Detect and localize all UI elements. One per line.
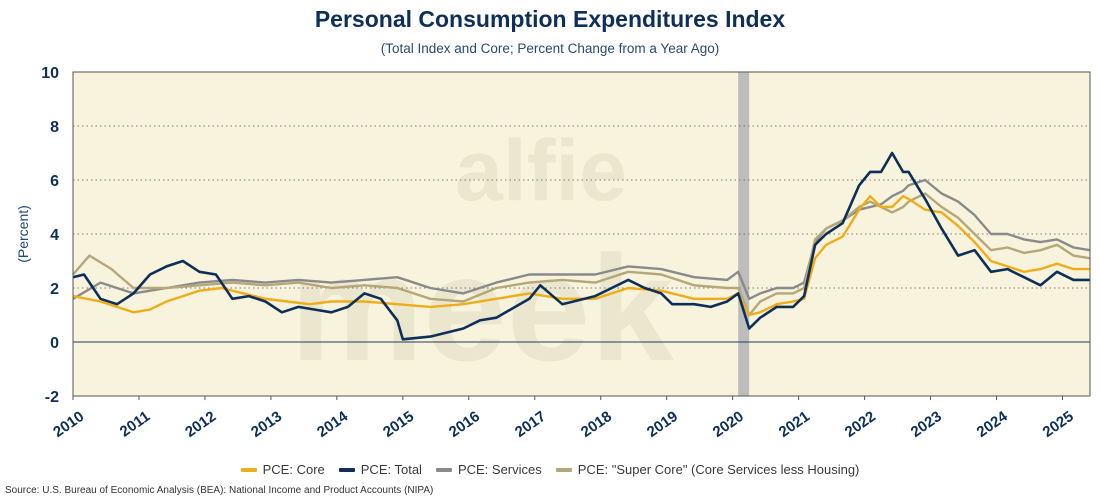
series-lines xyxy=(72,151,1091,341)
x-tick-label: 2016 xyxy=(446,408,483,441)
x-tick-label: 2017 xyxy=(512,408,549,441)
x-tick-label: 2020 xyxy=(710,408,747,441)
x-tick-label: 2010 xyxy=(50,408,87,441)
x-tick-label: 2019 xyxy=(644,408,681,441)
source-note: Source: U.S. Bureau of Economic Analysis… xyxy=(5,485,434,496)
y-tick-label: 0 xyxy=(50,335,59,352)
y-tick-label: 6 xyxy=(50,173,59,190)
plot-area-border xyxy=(72,71,1091,397)
legend: PCE: Core PCE: Total PCE: Services PCE: "Su… xyxy=(0,462,1100,477)
legend-label: PCE: "Super Core" (Core Services less Ho… xyxy=(577,462,860,477)
series-line-pce-total xyxy=(72,151,1090,341)
x-tick-label: 2015 xyxy=(380,408,417,441)
x-axis-ticks: 2010 2011 2012 2013 2014 2015 2016 2017 2018 2019… xyxy=(50,396,1077,441)
legend-item: PCE: Core xyxy=(240,462,325,477)
legend-item: PCE: Total xyxy=(338,462,422,477)
x-tick-label: 2022 xyxy=(842,408,879,441)
grid-lines xyxy=(73,125,1090,343)
x-tick-label: 2023 xyxy=(908,408,945,441)
legend-swatch xyxy=(240,467,257,472)
x-tick-label: 2014 xyxy=(314,408,352,441)
y-tick-label: 8 xyxy=(50,119,59,136)
x-tick-label: 2025 xyxy=(1040,408,1077,441)
x-tick-label: 2011 xyxy=(117,408,153,441)
x-tick-label: 2018 xyxy=(578,408,615,441)
watermark-word: alfie xyxy=(455,123,627,219)
legend-label: PCE: Core xyxy=(262,462,325,477)
y-tick-label: 2 xyxy=(50,281,59,298)
legend-item: PCE: "Super Core" (Core Services less Ho… xyxy=(555,462,860,477)
legend-swatch xyxy=(338,467,355,472)
y-axis-ticks: -2 0 2 4 6 8 10 xyxy=(41,65,59,406)
legend-item: PCE: Services xyxy=(435,462,542,477)
y-tick-label: -2 xyxy=(45,389,59,406)
legend-swatch xyxy=(435,467,452,472)
legend-swatch xyxy=(555,467,572,472)
chart-title: Personal Consumption Expenditures Index xyxy=(314,6,786,32)
x-tick-label: 2013 xyxy=(248,408,285,441)
legend-label: PCE: Services xyxy=(457,462,542,477)
y-tick-label: 4 xyxy=(50,227,59,244)
x-tick-label: 2012 xyxy=(182,408,219,441)
x-tick-label: 2021 xyxy=(776,408,813,441)
x-tick-label: 2024 xyxy=(974,408,1012,441)
legend-label: PCE: Total xyxy=(360,462,422,477)
chart-subtitle: (Total Index and Core; Percent Change fr… xyxy=(380,41,720,56)
y-axis-label: (Percent) xyxy=(15,205,31,263)
y-tick-label: 10 xyxy=(41,65,59,82)
series-line-pce-services xyxy=(72,178,1091,300)
watermark-word: meek xyxy=(290,224,674,392)
series-line-pce-super-core-core-services-less-housing xyxy=(72,192,1091,317)
